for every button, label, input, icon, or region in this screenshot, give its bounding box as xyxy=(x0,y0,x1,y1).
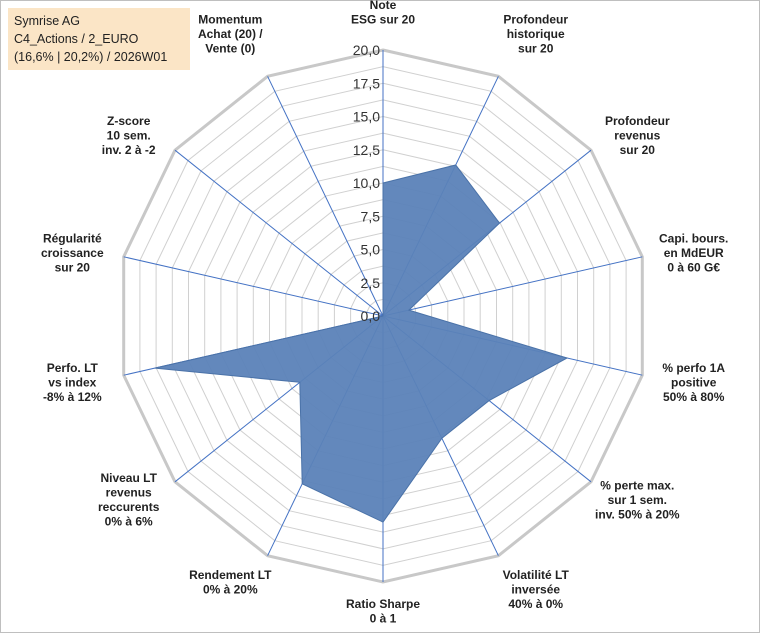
tick-label: 12,5 xyxy=(353,142,380,158)
axis-spoke xyxy=(123,256,384,317)
axis-label: Capi. bours. en MdEUR 0 à 60 G€ xyxy=(659,231,728,274)
performance-period: (16,6% | 20,2%) / 2026W01 xyxy=(14,50,168,64)
axis-label: Z-score 10 sem. inv. 2 à -2 xyxy=(102,114,156,157)
axis-label: Perfo. LT vs index -8% à 12% xyxy=(43,361,102,404)
axis-label: Régularité croissance sur 20 xyxy=(41,231,104,274)
tick-label: 0,0 xyxy=(361,308,381,324)
axis-label: Ratio Sharpe 0 à 1 xyxy=(346,597,420,626)
tick-label: 17,5 xyxy=(353,75,380,91)
axis-label: % perte max. sur 1 sem. inv. 50% à 20% xyxy=(595,478,680,521)
tick-label: 5,0 xyxy=(361,242,381,258)
tick-label: 15,0 xyxy=(353,109,380,125)
axis-spoke xyxy=(174,149,384,317)
axis-label: Profondeur revenus sur 20 xyxy=(605,114,670,157)
fund-info-box: Symrise AG C4_Actions / 2_EURO (16,6% | … xyxy=(8,8,190,70)
axis-spoke xyxy=(267,76,384,317)
axis-label: Volatilité LT inversée 40% à 0% xyxy=(503,568,570,611)
radar-tick-labels: 0,0 2,5 5,0 7,5 10,0 12,5 15,0 17,5 20,0 xyxy=(353,42,380,324)
axis-label: Rendement LT 0% à 20% xyxy=(189,568,272,597)
axis-label: Niveau LT revenus reccurents 0% à 6% xyxy=(98,471,160,528)
tick-label: 10,0 xyxy=(353,175,380,191)
axis-spoke xyxy=(382,256,643,317)
axis-label: Momentum Achat (20) / Vente (0) xyxy=(198,12,263,55)
company-name: Symrise AG xyxy=(14,14,80,28)
tick-label: 20,0 xyxy=(353,42,380,58)
radar-series xyxy=(154,164,569,523)
portfolio-category: C4_Actions / 2_EURO xyxy=(14,32,139,46)
radar-axis-labels: Note ESG sur 20 Profondeur historique sur 20… xyxy=(41,0,728,626)
series-area xyxy=(154,164,569,523)
tick-label: 2,5 xyxy=(361,275,381,291)
axis-label: Profondeur historique sur 20 xyxy=(503,12,568,55)
tick-label: 7,5 xyxy=(361,208,381,224)
axis-label: Note ESG sur 20 xyxy=(351,0,415,27)
axis-label: % perfo 1A positive 50% à 80% xyxy=(662,361,725,404)
